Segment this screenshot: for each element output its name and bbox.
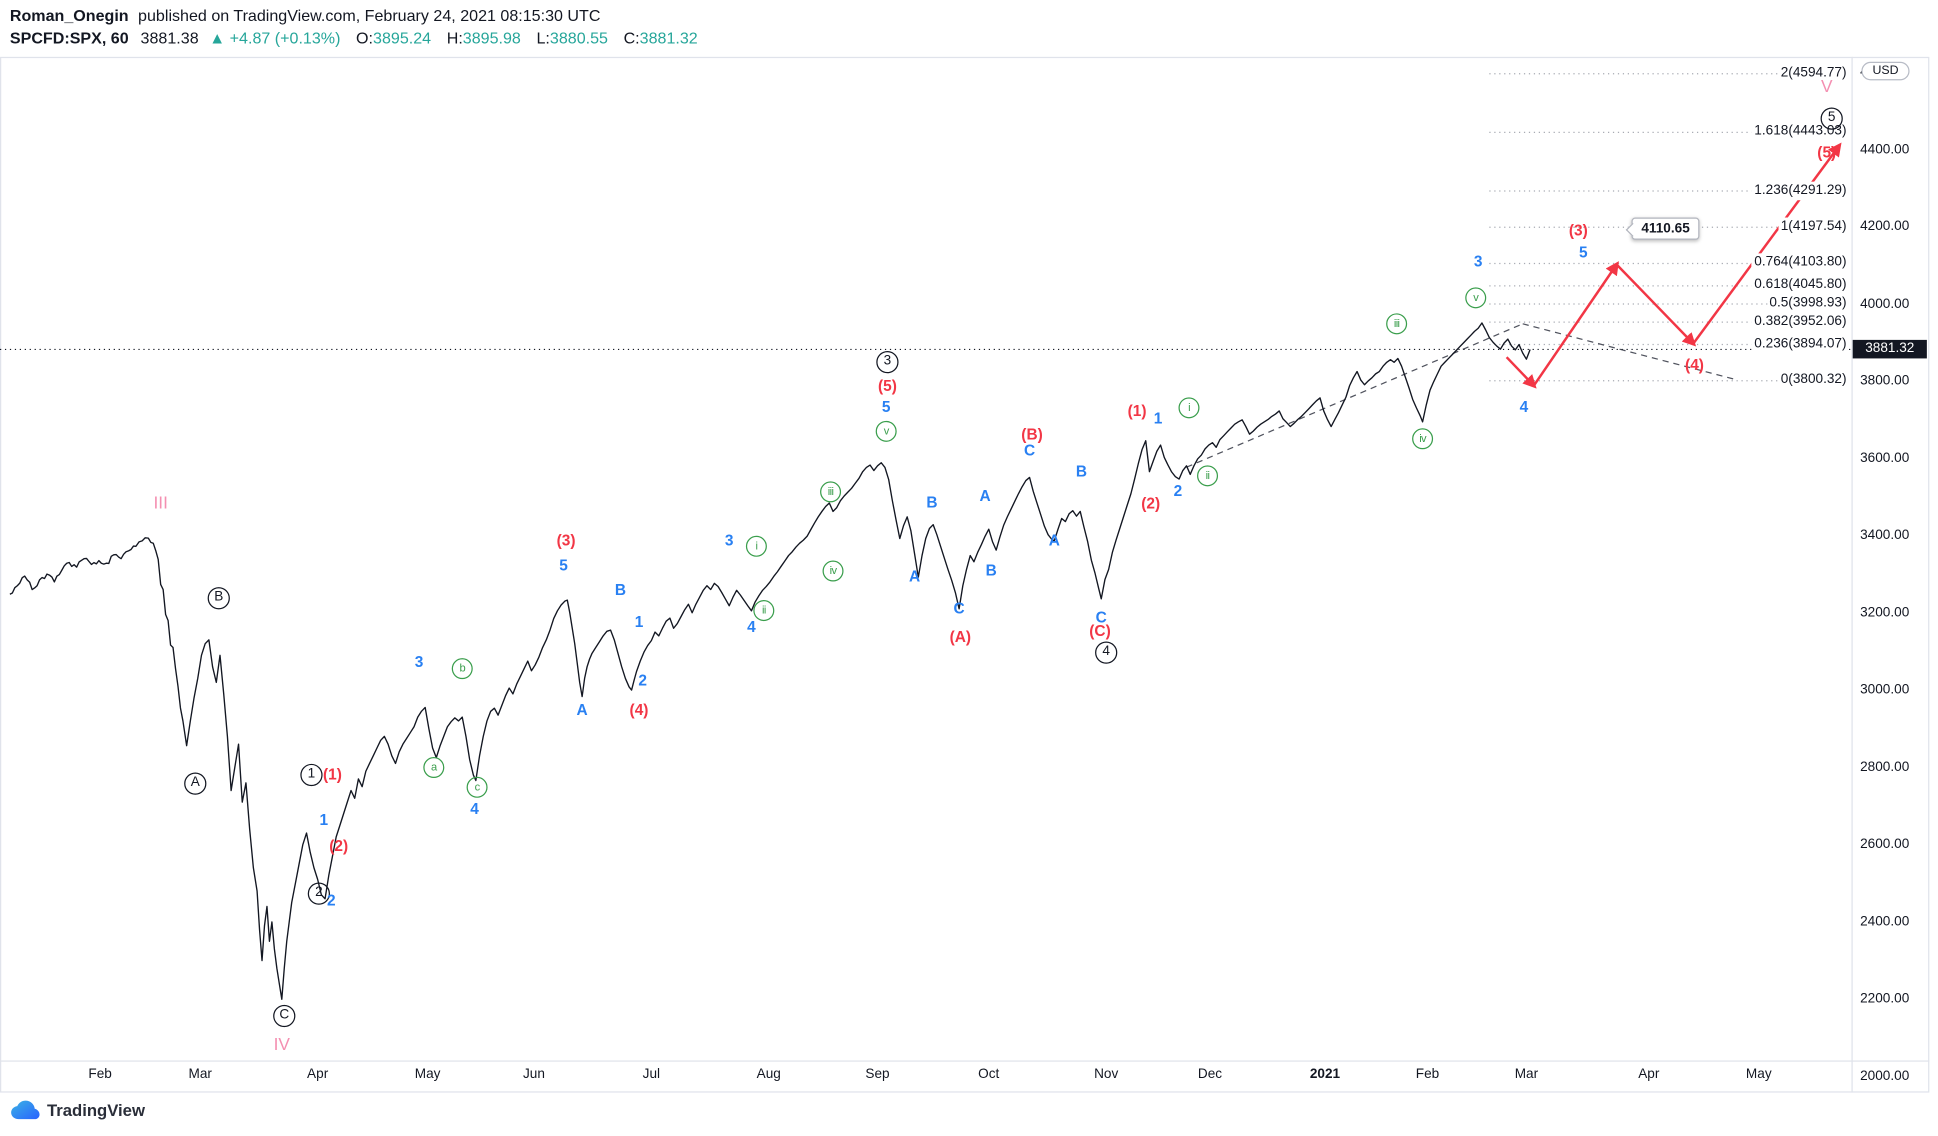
last-price-value: 3881.38 xyxy=(140,28,199,47)
ohlc-close: C:3881.32 xyxy=(624,28,698,47)
low-value: 3880.55 xyxy=(549,28,608,47)
chart-plot-area[interactable] xyxy=(1,58,1851,1060)
author-link[interactable]: Roman_Onegin xyxy=(9,6,129,25)
price-axis-separator xyxy=(1851,56,1853,1093)
time-axis-separator xyxy=(0,1060,1930,1062)
publication-header: Roman_Onegin published on TradingView.co… xyxy=(10,6,601,25)
ohlc-high: H:3895.98 xyxy=(447,28,521,47)
chart-frame xyxy=(0,56,1930,1093)
ohlc-low: L:3880.55 xyxy=(536,28,607,47)
close-value: 3881.32 xyxy=(639,28,698,47)
close-label: C: xyxy=(623,28,640,47)
tradingview-cloud-icon[interactable] xyxy=(10,1100,41,1120)
tradingview-wordmark[interactable]: TradingView xyxy=(46,1100,145,1120)
low-label: L: xyxy=(536,28,550,47)
open-value: 3895.24 xyxy=(373,28,432,47)
symbol-title: SPCFD:SPX, 60 xyxy=(9,28,129,47)
high-value: 3895.98 xyxy=(462,28,521,47)
ohlc-open: O:3895.24 xyxy=(356,28,431,47)
open-label: O: xyxy=(356,28,374,47)
high-label: H: xyxy=(446,28,463,47)
symbol-info-bar: SPCFD:SPX, 60 3881.38 ▲ +4.87 (+0.13%) O… xyxy=(10,28,698,47)
published-text: published on TradingView.com, February 2… xyxy=(138,6,601,25)
projection-price-tooltip: 4110.65 xyxy=(1631,217,1700,240)
price-change: ▲ +4.87 (+0.13%) xyxy=(209,28,341,47)
time-axis[interactable] xyxy=(0,1062,1851,1093)
attribution: TradingView xyxy=(10,1100,145,1120)
price-axis[interactable] xyxy=(1853,57,1928,1061)
